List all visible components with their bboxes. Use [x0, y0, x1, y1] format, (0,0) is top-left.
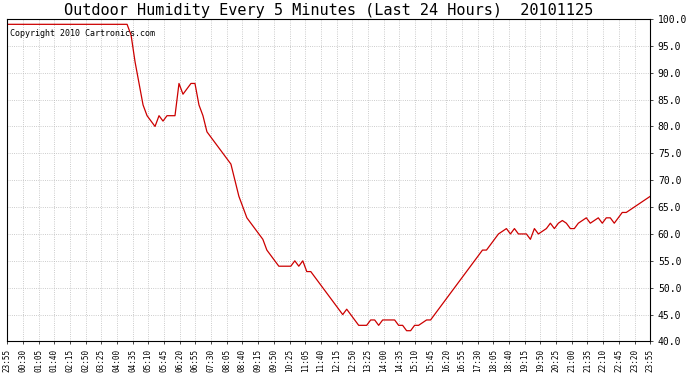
Text: Copyright 2010 Cartronics.com: Copyright 2010 Cartronics.com: [10, 28, 155, 38]
Title: Outdoor Humidity Every 5 Minutes (Last 24 Hours)  20101125: Outdoor Humidity Every 5 Minutes (Last 2…: [64, 3, 593, 18]
